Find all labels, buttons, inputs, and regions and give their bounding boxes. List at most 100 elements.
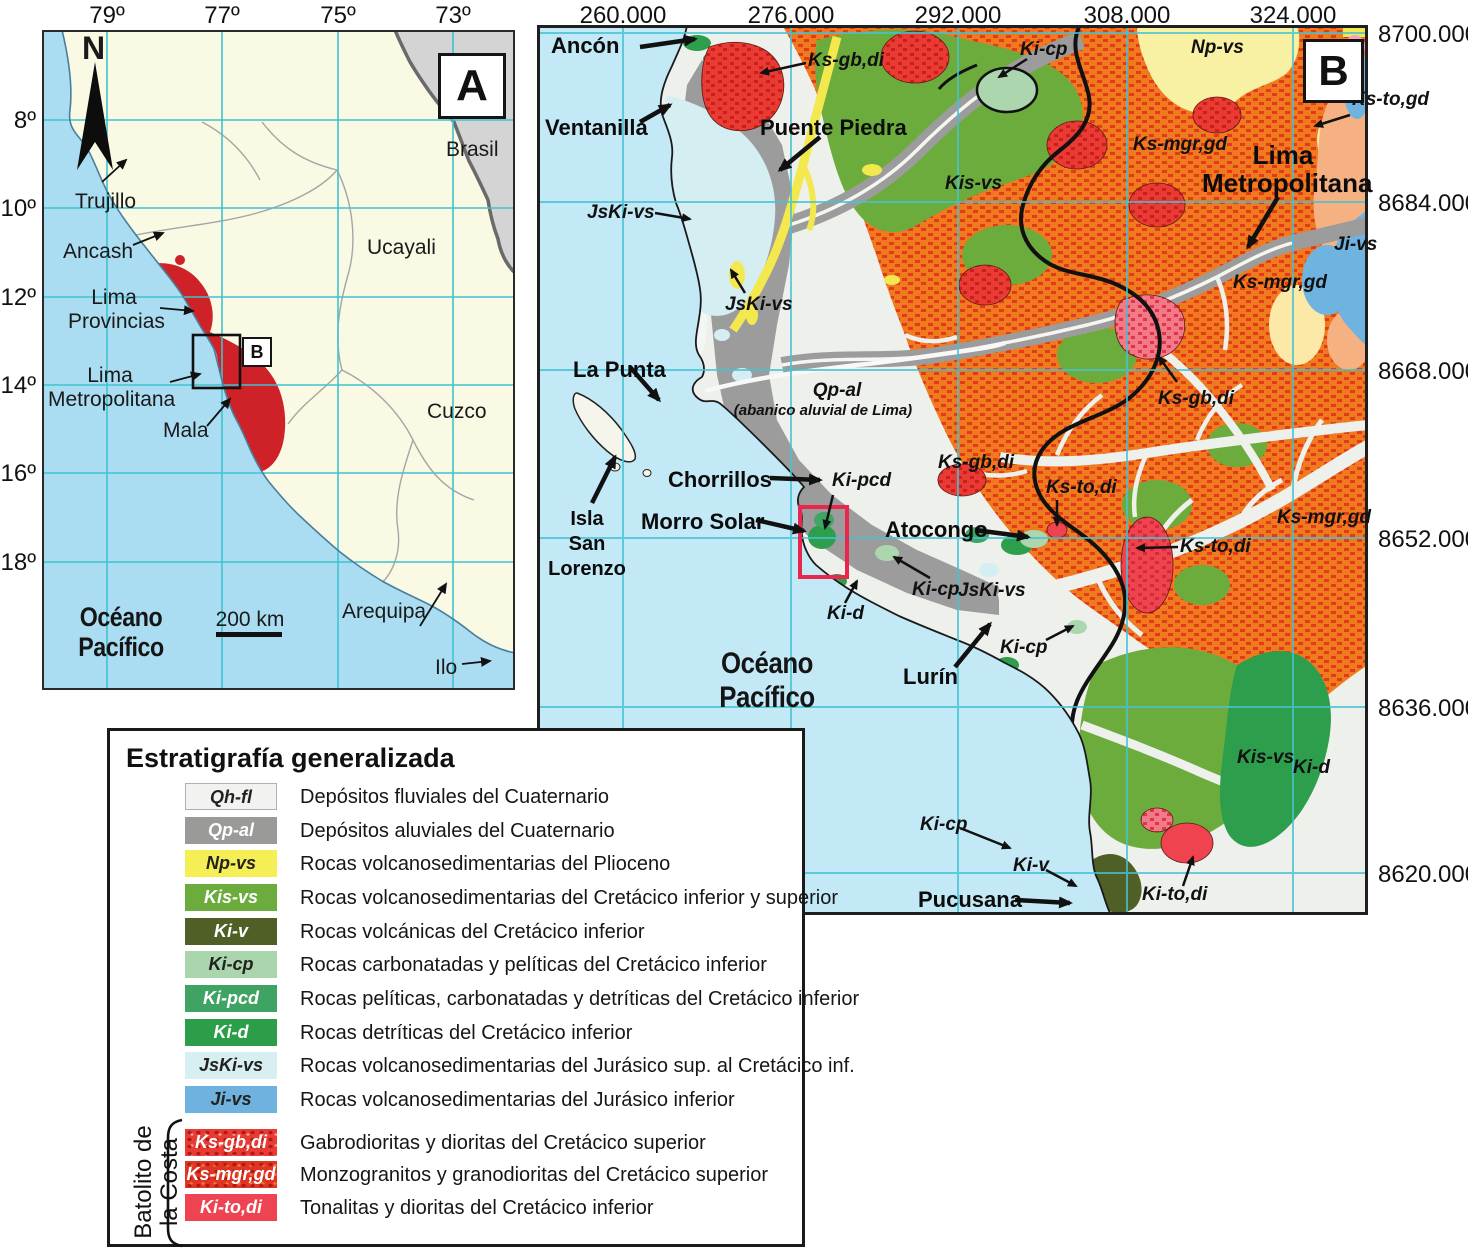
unit-label-ki-d-1: Ki-d	[827, 603, 864, 624]
legend-swatch-ki-to-di: Ki-to,di	[185, 1194, 277, 1221]
unit-label-ks-gb-di-2: Ks-gb,di	[938, 452, 1014, 473]
label-atocongo: Atocongo	[885, 517, 988, 542]
legend-desc-jski-vs: Rocas volcanosedimentarias del Jurásico …	[300, 1055, 855, 1077]
unit-label-ki-v: Ki-v	[1013, 855, 1049, 876]
unit-label-ki-d-2: Ki-d	[1293, 757, 1330, 778]
legend-desc-ks-mgr-gd: Monzogranitos y granodioritas del Cretác…	[300, 1164, 769, 1186]
legend-row-qh-fl: Qh-fl Depósitos fluviales del Cuaternario	[110, 783, 802, 811]
label-ancon: Ancón	[551, 33, 620, 58]
legend-row-ki-cp: Ki-cp Rocas carbonatadas y pelíticas del …	[110, 951, 802, 979]
label-la-punta: La Punta	[573, 357, 666, 382]
unit-label-jski-vs-3: JsKi-vs	[958, 580, 1026, 601]
legend-swatch-qh-fl: Qh-fl	[185, 783, 277, 810]
panel-b-geologic-map: Ancón Ventanilla Puente Piedra La Punta …	[537, 25, 1429, 915]
lon-tick-73: 73º	[435, 2, 471, 29]
label-lima-provincias: Lima Provincias	[68, 286, 165, 333]
lon-tick-79: 79º	[89, 2, 125, 29]
label-ancash: Ancash	[63, 240, 134, 263]
legend-row-ki-to-di: Ki-to,di Tonalitas y dioritas del Cretáci…	[110, 1194, 802, 1222]
batholith-red-patches	[701, 30, 1242, 864]
unit-label-ks-mgr-gd-3: Ks-mgr,gd	[1277, 507, 1371, 528]
panel-a-map-graphic	[42, 30, 515, 690]
unit-label-ks-to-di-1: Ks-to,di	[1046, 477, 1117, 498]
lat-tick-16: 16º	[0, 460, 36, 487]
label-morro-solar: Morro Solar	[641, 509, 765, 534]
lat-tick-14: 14º	[0, 372, 36, 399]
legend-row-ks-gb-di: Ks-gb,di Gabrodioritas y dioritas del Cre…	[110, 1129, 802, 1157]
utm-y-tick-8636000: 8636.000	[1378, 695, 1468, 722]
label-pucusana: Pucusana	[918, 887, 1022, 912]
unit-label-np-vs: Np-vs	[1191, 37, 1244, 58]
label-lima-metropolitana: Lima Metropolitana	[1202, 140, 1373, 198]
legend-row-ks-mgr-gd: Ks-mgr,gd Monzogranitos y granodioritas d…	[110, 1161, 802, 1189]
legend-swatch-ji-vs: Ji-vs	[185, 1086, 277, 1113]
legend-swatch-ki-pcd: Ki-pcd	[185, 985, 277, 1012]
legend-swatch-ki-cp: Ki-cp	[185, 951, 277, 978]
legend-row-qp-al: Qp-al Depósitos aluviales del Cuaternario	[110, 817, 802, 845]
unit-label-qp-al-sub: (abanico aluvial de Lima)	[733, 402, 913, 419]
legend-row-kis-vs: Kis-vs Rocas volcanosedimentarias del Cre…	[110, 884, 838, 912]
unit-label-ks-to-di-2: Ks-to,di	[1180, 536, 1251, 557]
lat-tick-10: 10º	[0, 195, 36, 222]
legend-swatch-qp-al: Qp-al	[185, 817, 277, 844]
label-ucayali: Ucayali	[367, 236, 436, 259]
utm-y-tick-8684000: 8684.000	[1378, 190, 1468, 217]
utm-x-tick-324000: 324.000	[1249, 2, 1337, 29]
morro-solar-highlight-box	[798, 505, 849, 579]
label-brasil: Brasil	[446, 138, 499, 161]
label-cuzco: Cuzco	[427, 400, 487, 423]
label-mala: Mala	[163, 419, 209, 442]
legend-desc-ki-v: Rocas volcánicas del Cretácico inferior	[300, 921, 645, 943]
label-ocean-b: Océano Pacífico	[719, 647, 815, 714]
label-ventanilla: Ventanilla	[545, 115, 648, 140]
scale-bar	[216, 632, 282, 637]
legend-desc-ki-to-di: Tonalitas y dioritas del Cretácico infer…	[300, 1197, 654, 1219]
graticule	[42, 30, 515, 690]
utm-x-tick-308000: 308.000	[1083, 2, 1171, 29]
road-line	[704, 340, 1006, 394]
legend-row-np-vs: Np-vs Rocas volcanosedimentarias del Plio…	[110, 850, 802, 878]
unit-label-ks-gb-di-1: Ks-gb,di	[808, 50, 884, 71]
unit-label-ki-cp-3: Ki-cp	[1000, 637, 1048, 658]
inset-extent-box	[191, 333, 242, 390]
graticule	[537, 25, 1368, 915]
legend-desc-np-vs: Rocas volcanosedimentarias del Plioceno	[300, 853, 671, 875]
unit-label-ks-to-gd: Ks-to,gd	[1352, 89, 1430, 110]
label-chorrillos: Chorrillos	[668, 467, 772, 492]
legend-swatch-ki-v: Ki-v	[185, 918, 277, 945]
legend-row-ji-vs: Ji-vs Rocas volcanosedimentarias del Jurá…	[110, 1086, 802, 1114]
legend-desc-qp-al: Depósitos aluviales del Cuaternario	[300, 820, 615, 842]
panel-b-tag: B	[1303, 39, 1364, 103]
label-ocean-a: Océano Pacífico	[78, 602, 164, 662]
legend-swatch-ki-d: Ki-d	[185, 1019, 277, 1046]
legend-row-ki-d: Ki-d Rocas detríticas del Cretácico infer…	[110, 1019, 802, 1047]
legend-desc-ki-pcd: Rocas pelíticas, carbonatadas y detrític…	[300, 988, 860, 1010]
label-ilo: Ilo	[435, 656, 458, 679]
unit-label-ji-vs: Ji-vs	[1334, 234, 1378, 255]
panel-a-tag: A	[438, 53, 506, 119]
label-arrows	[101, 158, 492, 667]
legend-swatch-ks-gb-di: Ks-gb,di	[185, 1129, 277, 1156]
legend-row-ki-v: Ki-v Rocas volcánicas del Cretácico infer…	[110, 918, 802, 946]
legend-desc-kis-vs: Rocas volcanosedimentarias del Cretácico…	[300, 887, 839, 909]
unit-label-kis-vs-2: Kis-vs	[1237, 747, 1295, 768]
unit-label-ki-pcd: Ki-pcd	[832, 470, 892, 491]
unit-label-ki-cp-1: Ki-cp	[1020, 39, 1068, 60]
lon-tick-75: 75º	[320, 2, 356, 29]
inset-extent-tag: B	[242, 337, 272, 367]
utm-x-tick-292000: 292.000	[914, 2, 1002, 29]
north-arrow-icon	[77, 62, 113, 170]
label-puente-piedra: Puente Piedra	[760, 115, 907, 140]
legend-desc-ki-cp: Rocas carbonatadas y pelíticas del Cretá…	[300, 954, 767, 976]
legend-swatch-np-vs: Np-vs	[185, 850, 277, 877]
lat-tick-8: 8º	[13, 107, 36, 134]
panel-a-inset-map: N A B Brasil Trujillo Ancash Ucayali Lim…	[42, 30, 515, 690]
utm-x-tick-260000: 260.000	[579, 2, 667, 29]
unit-label-jski-vs-1: JsKi-vs	[587, 202, 655, 223]
lat-tick-12: 12º	[0, 284, 36, 311]
label-lurin: Lurín	[903, 664, 958, 689]
legend-swatch-ks-mgr-gd: Ks-mgr,gd	[185, 1161, 277, 1188]
utm-y-tick-8700000: 8700.000	[1378, 21, 1468, 48]
unit-label-kis-vs-1: Kis-vs	[945, 173, 1003, 194]
